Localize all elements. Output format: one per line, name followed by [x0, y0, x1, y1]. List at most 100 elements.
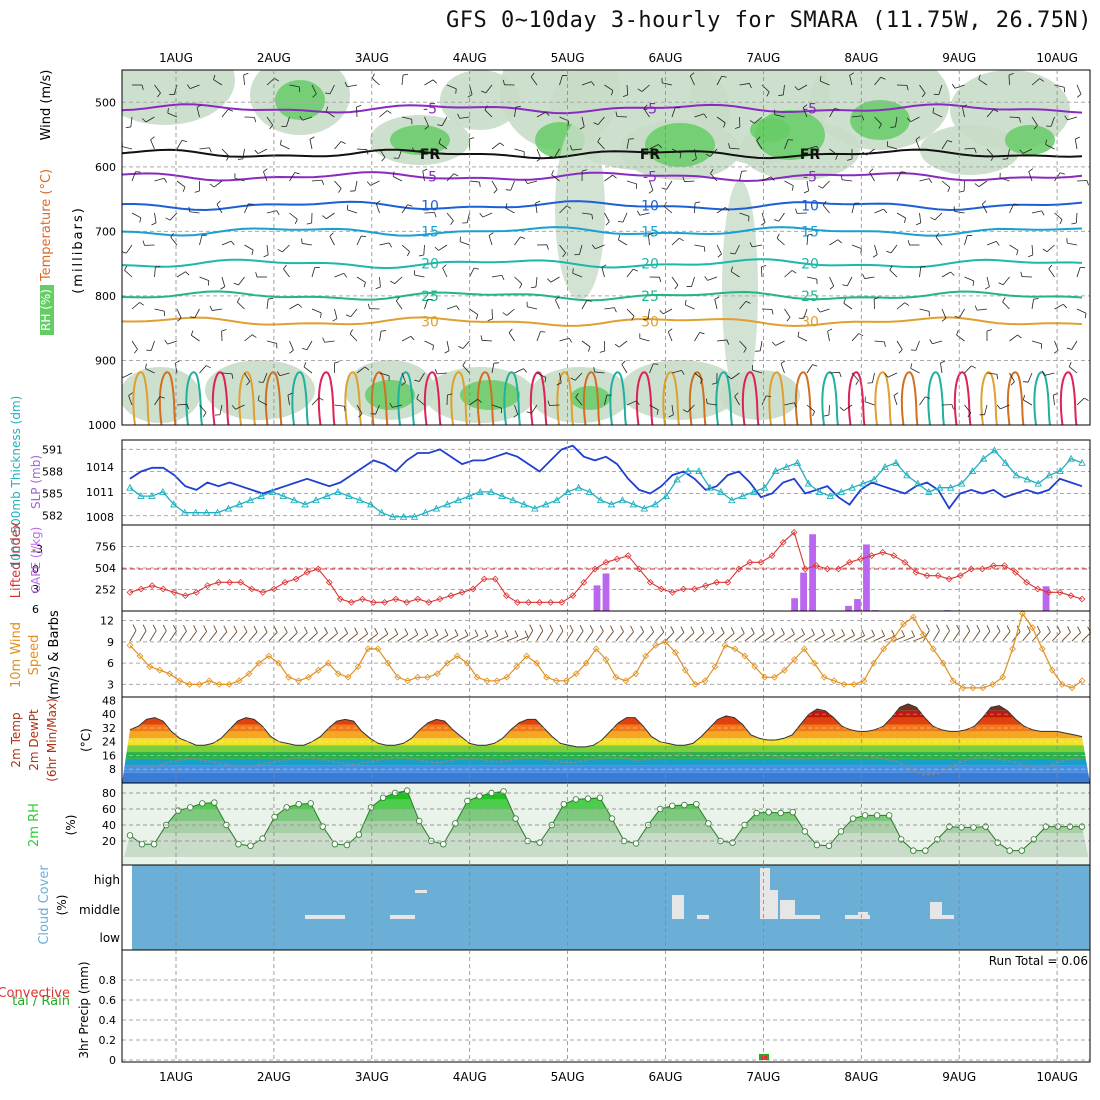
wind-barb: [1000, 404, 1010, 410]
wind-barb: [862, 151, 867, 156]
lifted-index-point: [978, 565, 986, 573]
wind-barb: [1033, 125, 1038, 130]
slp-point: [826, 492, 835, 500]
wind-barb: [982, 631, 991, 642]
contour-loop: [132, 371, 150, 425]
slp-point: [957, 479, 966, 487]
wind-barb: [266, 244, 269, 255]
slp-point: [224, 504, 233, 512]
wind-barb: [191, 334, 200, 342]
isotherm-label: 15: [421, 224, 439, 240]
wind-barb: [915, 222, 921, 226]
date-label-bottom: 3AUG: [355, 1070, 389, 1084]
wind-barb: [462, 340, 470, 349]
y-tick-label: 12: [100, 615, 114, 628]
lifted-index-point: [812, 562, 820, 570]
wind-barb: [220, 286, 225, 290]
wind-barb: [760, 266, 763, 278]
wind-speed-point: [513, 663, 521, 671]
ylabel-unit: (%): [64, 815, 78, 836]
wind-barb: [486, 635, 499, 642]
wind-barb: [322, 337, 325, 343]
wind-barb: [663, 308, 673, 315]
wind-barb: [932, 107, 935, 113]
contour-loop: [715, 371, 733, 425]
wind-barb: [874, 208, 884, 214]
wind-barb: [122, 146, 133, 150]
wind-speed-point: [1068, 684, 1076, 692]
wind-barb: [311, 179, 322, 182]
wind-speed-point: [374, 645, 382, 653]
lifted-index-point: [215, 578, 222, 586]
wind-barb: [194, 308, 200, 319]
slp-point: [815, 487, 824, 495]
ylabel-precip: 3hr Precip (mm): [77, 961, 91, 1058]
slp-point: [804, 479, 813, 487]
wind-speed-point: [701, 677, 709, 685]
wind-barb: [925, 396, 931, 399]
wind-barb: [593, 366, 595, 373]
wind-barb: [616, 116, 628, 118]
wind-barb: [213, 625, 218, 632]
wind-barb: [209, 147, 212, 153]
wind-barb: [941, 140, 948, 150]
wind-barb: [1026, 625, 1031, 633]
slp-point: [892, 458, 900, 466]
wind-barb: [453, 173, 459, 177]
wind-barb: [862, 273, 865, 279]
wind-speed-point: [681, 666, 689, 674]
left-tick-label: 588: [42, 465, 63, 478]
wind-barb: [169, 212, 178, 221]
wind-barb: [622, 94, 628, 98]
wind-barb: [527, 180, 538, 184]
wind-barb: [668, 328, 673, 333]
wind-speed-point: [533, 659, 540, 667]
y-tick-label: 20: [102, 835, 116, 848]
wind-barb: [986, 276, 990, 287]
wind-barb: [601, 264, 607, 268]
date-label-top: 4AUG: [453, 51, 487, 65]
wind-speed-point: [215, 680, 223, 688]
lifted-index-point: [1045, 588, 1053, 596]
wind-barb: [349, 333, 358, 342]
isotherm-line: [122, 148, 1083, 160]
y-tick-label: 800: [95, 290, 116, 303]
wind-barb: [739, 83, 750, 86]
wind-barb: [238, 276, 245, 286]
wind-barb: [1076, 308, 1087, 314]
slp-point: [432, 504, 441, 512]
wind-barb: [589, 625, 594, 632]
wind-barb: [910, 367, 920, 374]
date-label-top: 7AUG: [746, 51, 780, 65]
wind-barb: [770, 176, 775, 181]
wind-barb: [216, 200, 221, 205]
wind-barb: [174, 360, 180, 364]
wind-barb: [802, 104, 808, 109]
wind-barb: [549, 624, 554, 632]
left-tick-label: 582: [42, 510, 63, 523]
wind-barb: [774, 114, 785, 118]
wind-speed-point: [919, 631, 927, 639]
wind-speed-point: [652, 641, 659, 649]
wind-barb: [149, 630, 157, 642]
lifted-index-point: [746, 558, 754, 566]
wind-barb: [257, 399, 268, 406]
wind-barb: [491, 308, 493, 320]
wind-barb: [438, 244, 448, 251]
wind-barb: [947, 187, 951, 193]
lifted-index-point: [934, 572, 942, 580]
wind-barb: [491, 363, 495, 374]
rh-point: [1018, 847, 1025, 854]
wind-barb: [1022, 395, 1025, 401]
cape-bar: [791, 598, 798, 611]
wind-barb: [559, 244, 566, 254]
wind-barb: [734, 244, 740, 255]
lifted-index-point: [835, 565, 842, 573]
wind-barb: [164, 339, 168, 345]
wind-barb: [243, 72, 249, 76]
wind-speed-point: [364, 645, 372, 653]
wind-barb: [1071, 222, 1077, 225]
wind-barb: [684, 299, 687, 305]
lifted-index-point: [458, 588, 466, 596]
wind-barb: [199, 365, 207, 374]
